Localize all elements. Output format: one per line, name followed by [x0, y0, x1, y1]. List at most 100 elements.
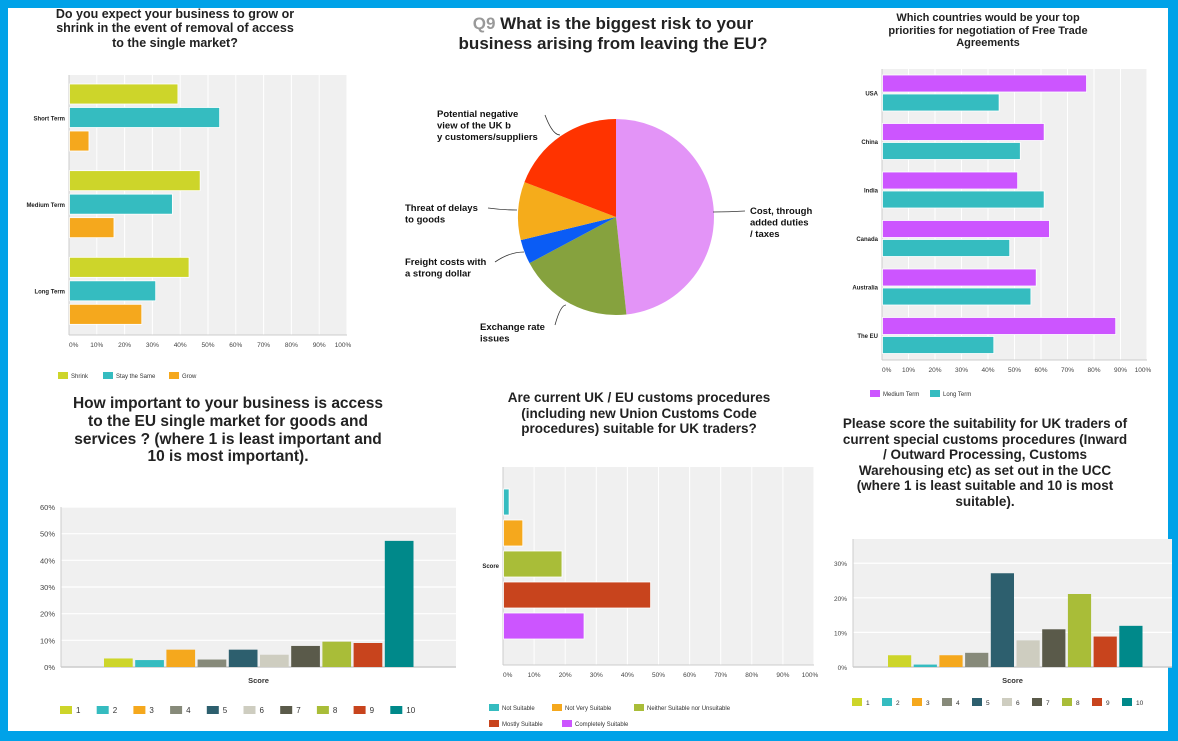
customs-legend-label: Not Suitable — [502, 706, 535, 712]
customs-x-tick-label: 60% — [683, 672, 696, 679]
growth-bar — [69, 256, 190, 278]
importance-bar — [322, 641, 352, 667]
customs-legend-swatch — [489, 704, 499, 711]
suitability-legend-label: 3 — [926, 700, 930, 707]
customs-legend-label: Neither Suitable nor Unsuitable — [647, 706, 731, 712]
growth-bar — [69, 107, 221, 128]
pie-slice-label: Freight costs with a strong dollar — [405, 257, 486, 280]
fta-bar — [882, 317, 1117, 335]
suitability-legend-label: 1 — [866, 700, 870, 707]
fta-x-tick-label: 90% — [1114, 367, 1127, 374]
customs-category-label: Score — [482, 564, 499, 570]
pie-slice — [518, 182, 616, 241]
growth-x-tick-label: 40% — [174, 342, 187, 349]
importance-legend-swatch — [243, 706, 256, 714]
fta-bar — [882, 268, 1037, 287]
fta-category-label: India — [864, 188, 879, 194]
suitability-bar — [913, 664, 937, 667]
customs-x-tick-label: 40% — [621, 672, 634, 679]
suitability-legend-swatch — [1062, 698, 1072, 706]
pie-label-line: Freight costs with — [405, 257, 486, 268]
pie-label-line: Potential negative — [437, 109, 518, 120]
customs-legend-label: Mostly Suitable — [502, 722, 543, 728]
pie-leader-line — [712, 210, 746, 213]
importance-bar — [104, 658, 133, 667]
growth-legend-label: Grow — [182, 374, 197, 380]
suitability-y-tick-label: 30% — [834, 561, 847, 568]
fta-x-tick-label: 100% — [1135, 367, 1152, 374]
fta-bar — [882, 190, 1045, 209]
importance-legend-label: 8 — [333, 706, 338, 715]
suitability-bar — [1093, 636, 1117, 667]
suitability-bar — [990, 573, 1014, 667]
customs-bar — [503, 519, 524, 547]
customs-x-tick-label: 20% — [559, 672, 572, 679]
suitability-legend-swatch — [852, 698, 862, 706]
growth-x-tick-label: 80% — [285, 342, 298, 349]
pie-leader-line — [494, 251, 525, 263]
importance-legend-label: 6 — [260, 706, 265, 715]
fta-x-tick-label: 0% — [882, 367, 892, 374]
importance-bar — [197, 659, 227, 667]
growth-legend-swatch — [58, 372, 68, 379]
growth-legend-label: Stay the Same — [116, 374, 156, 380]
fta-category-label: Canada — [856, 237, 878, 243]
growth-legend-swatch — [169, 372, 179, 379]
suitability-bar — [965, 652, 989, 667]
suitability-legend-swatch — [972, 698, 982, 706]
growth-category-label: Short Term — [33, 116, 65, 122]
importance-y-tick-label: 30% — [40, 583, 55, 592]
fta-bar — [882, 123, 1045, 141]
pie-label-line: a strong dollar — [405, 269, 471, 280]
growth-chart-title: Do you expect your business to grow or s… — [55, 7, 295, 50]
growth-bar — [69, 280, 157, 302]
fta-category-label: Australia — [852, 285, 878, 291]
importance-legend-label: 1 — [76, 706, 81, 715]
importance-legend-swatch — [353, 706, 366, 714]
growth-bar — [69, 217, 115, 239]
customs-legend-swatch — [489, 720, 499, 727]
growth-x-tick-label: 0% — [69, 342, 79, 349]
importance-legend-swatch — [96, 706, 109, 714]
growth-bar — [69, 193, 173, 215]
importance-legend-label: 3 — [149, 706, 154, 715]
suitability-legend-swatch — [912, 698, 922, 706]
suitability-legend-swatch — [1122, 698, 1132, 706]
suitability-legend-swatch — [1002, 698, 1012, 706]
suitability-legend-label: 9 — [1106, 700, 1110, 707]
fta-chart-title: Which countries would be your top priori… — [888, 12, 1088, 50]
importance-legend-swatch — [390, 706, 403, 714]
pie-label-line: / taxes — [750, 229, 780, 240]
fta-bar — [882, 74, 1087, 93]
customs-bar — [503, 488, 510, 516]
pie-slice-label: Cost, through added duties / taxes — [750, 206, 812, 240]
pie-label-line: y customers/suppliers — [437, 132, 538, 143]
risk-chart-title-text: What is the biggest risk to your busines… — [458, 14, 768, 53]
importance-bar — [166, 649, 196, 667]
pie-label-line: issues — [480, 334, 510, 345]
pie-leader-line — [487, 207, 518, 211]
customs-chart-title: Are current UK / EU customs procedures (… — [507, 390, 771, 437]
pie-label-line: Exchange rate — [480, 322, 545, 333]
growth-x-tick-label: 90% — [313, 342, 326, 349]
importance-y-tick-label: 40% — [40, 556, 55, 565]
pie-label-line: added duties — [750, 218, 809, 229]
customs-legend-swatch — [634, 704, 644, 711]
importance-bar — [291, 645, 320, 667]
fta-x-tick-label: 50% — [1008, 367, 1021, 374]
growth-bar — [69, 170, 201, 192]
importance-legend-swatch — [206, 706, 219, 714]
importance-y-tick-label: 10% — [40, 636, 55, 645]
fta-category-label: China — [861, 140, 878, 146]
suitability-legend-label: 6 — [1016, 700, 1020, 707]
pie-slice — [524, 119, 616, 217]
fta-x-tick-label: 70% — [1061, 367, 1074, 374]
pie-label-line: Cost, through — [750, 206, 812, 217]
suitability-y-tick-label: 10% — [834, 630, 847, 637]
suitability-legend-label: 10 — [1136, 700, 1144, 707]
importance-legend-swatch — [60, 706, 72, 714]
suitability-legend-swatch — [1092, 698, 1102, 706]
growth-category-label: Medium Term — [26, 203, 65, 209]
pie-label-line: to goods — [405, 215, 445, 226]
fta-bar — [882, 287, 1032, 306]
